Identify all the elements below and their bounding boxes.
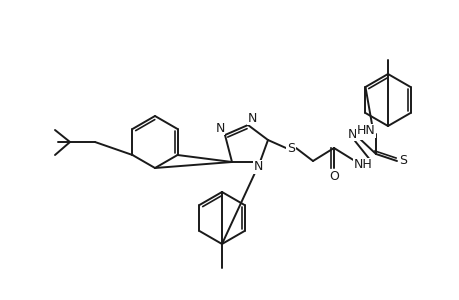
Text: N: N	[253, 160, 262, 173]
Text: N: N	[215, 122, 224, 134]
Text: S: S	[286, 142, 294, 154]
Text: N: N	[347, 128, 356, 140]
Text: O: O	[328, 170, 338, 184]
Text: NH: NH	[353, 158, 372, 172]
Text: H: H	[356, 129, 364, 139]
Text: N: N	[247, 112, 256, 124]
Text: S: S	[398, 154, 406, 167]
Text: HN: HN	[356, 124, 375, 137]
